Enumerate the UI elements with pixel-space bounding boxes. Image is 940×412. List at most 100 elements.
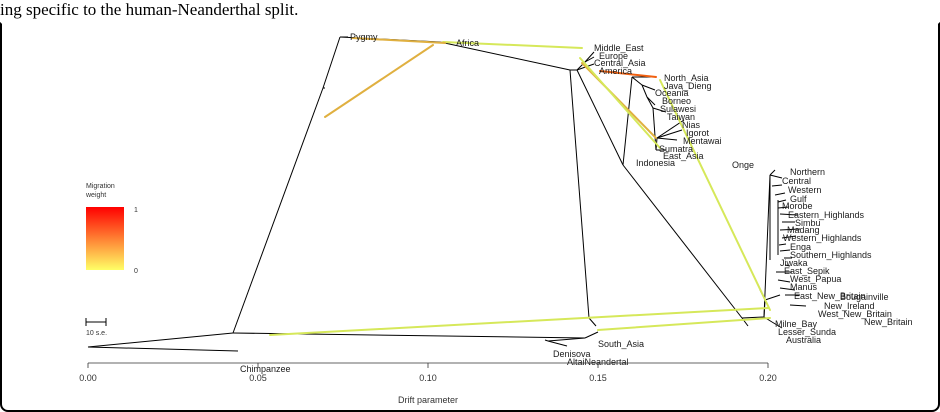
migration-edge-south-asia-to-papua [597, 317, 771, 331]
x-axis-title: Drift parameter [398, 395, 458, 405]
tip-label-gulf: Gulf [790, 194, 807, 204]
tree-edge [764, 294, 781, 301]
migration-legend: Migration weight 1 0 [85, 183, 138, 275]
legend-max-label: 1 [134, 207, 138, 214]
tip-label-milne-bay: Milne_Bay [775, 319, 818, 329]
tree-edge [779, 249, 791, 252]
tip-label-east-sepik: East_Sepik [784, 266, 830, 276]
tree-edge [646, 96, 656, 106]
tree-edge [741, 316, 765, 319]
tip-label-america: America [599, 66, 632, 76]
tip-label-denisova: Denisova [553, 349, 591, 359]
tip-label-enga: Enga [790, 242, 811, 252]
tip-label-oceania: Oceania [655, 88, 689, 98]
tree-edge [774, 192, 786, 196]
tree-edge [784, 264, 791, 267]
tree-edge [544, 339, 549, 342]
migration-edge-america-to-north-asia [599, 70, 657, 78]
tip-label-morobe: Morobe [782, 201, 813, 211]
tip-label-east-new-britain: East_New_Britain [794, 291, 866, 301]
tree-edge [622, 164, 743, 319]
tree-edge [777, 199, 787, 203]
tree-edge [656, 129, 683, 139]
tip-label-chimpanzee: Chimpanzee [240, 364, 291, 374]
tip-label-eastern-highlands: Eastern_Highlands [788, 210, 865, 220]
tip-label-lesser-sunda: Lesser_Sunda [778, 327, 836, 337]
tip-label-north-asia: North_Asia [664, 73, 709, 83]
tip-label-bougainville: Bougainville [840, 292, 889, 302]
scale-bar: 10 s.e. [85, 318, 107, 337]
tree-edge [777, 206, 790, 209]
tip-label-west-new-britain: West_New_Britain [818, 309, 892, 319]
tree-edge [777, 279, 791, 283]
tree-edge [763, 174, 771, 318]
tree-edge [771, 321, 783, 329]
tree-edge [778, 243, 787, 246]
tip-label-new-britain: New_Britain [864, 317, 913, 327]
migration-edge-africa-to-pygmy [324, 44, 434, 118]
tip-label-west-papua: West_Papua [790, 274, 841, 284]
x-axis: 0.00 0.05 0.10 0.15 0.20 Drift parameter [79, 362, 777, 405]
tip-label-central: Central [782, 176, 811, 186]
migration-edge-africa-to-middle-east [442, 41, 583, 49]
tree-edge [622, 76, 633, 166]
tip-label-south-asia: South_Asia [598, 339, 644, 349]
tip-label-middle-east: Middle_East [594, 43, 644, 53]
tip-label-onge: Onge [732, 160, 754, 170]
tree-edge [584, 331, 599, 339]
x-tick-label: 0.05 [249, 373, 267, 383]
figure-caption: ing specific to the human-Neanderthal sp… [0, 0, 299, 19]
migration-edge-archaic-human-to-milne-bay [269, 307, 769, 336]
tree-edge [652, 107, 667, 113]
tip-label-altaineandertal: AltaiNeandertal [567, 357, 629, 367]
tree-edge [779, 213, 799, 216]
tree-edge [322, 36, 341, 89]
tree-edge [779, 228, 801, 231]
tree-edge [781, 235, 797, 239]
tree-edge [789, 304, 807, 307]
tree-edge [631, 76, 643, 86]
tree-edge [584, 51, 595, 63]
tip-label-new-ireland: New_Ireland [824, 301, 875, 311]
tip-label-australia: Australia [786, 335, 821, 345]
tree-edge [547, 337, 586, 342]
tip-label-southern-highlands: Southern_Highlands [790, 250, 872, 260]
tip-label-java-dieng: Java_Dieng [664, 81, 712, 91]
tip-label-northern: Northern [790, 167, 825, 177]
tree-edge [769, 174, 783, 179]
tree-edge [771, 184, 783, 187]
tree-edge [87, 346, 239, 352]
tree-edge [569, 69, 590, 319]
tip-label-central-asia: Central_Asia [594, 58, 646, 68]
legend-min-label: 0 [134, 268, 138, 275]
tree-edge [779, 287, 796, 291]
tip-label-sumatra: Sumatra [659, 144, 693, 154]
tree-edge [439, 41, 571, 71]
tree-edge [232, 87, 324, 334]
tip-label-africa: Africa [456, 38, 479, 48]
tip-label-taiwan: Taiwan [667, 112, 695, 122]
tip-label-madang: Madang [787, 225, 820, 235]
tip-label-jiwaka: Jiwaka [780, 258, 808, 268]
tip-label-east-asia: East_Asia [663, 151, 704, 161]
legend-title: Migration [86, 183, 115, 190]
tip-label-manus: Manus [790, 282, 818, 292]
tip-label-nias: Nias [682, 120, 701, 130]
tree-edge [656, 137, 678, 141]
migration-edges [269, 37, 771, 336]
tree-edge [576, 69, 624, 166]
tip-label-pygmy: Pygmy [350, 32, 378, 42]
tree-edge [584, 56, 595, 63]
tree-edge [769, 169, 776, 176]
tip-label-borneo: Borneo [662, 96, 691, 106]
tip-label-sulawesi: Sulawesi [660, 104, 696, 114]
tip-label-western: Western [788, 185, 821, 195]
tip-labels: Pygmy Africa Middle_EastEuropeCentral_Asia… [240, 32, 913, 374]
tree-edge [547, 340, 568, 347]
tree-edge [588, 317, 597, 327]
x-tick-label: 0.10 [419, 373, 437, 383]
migration-edge-europe-to-east-asia [579, 57, 661, 149]
x-tick-label: 0.20 [759, 373, 777, 383]
migration-edge-north-asia-to-new-britain [659, 79, 771, 311]
